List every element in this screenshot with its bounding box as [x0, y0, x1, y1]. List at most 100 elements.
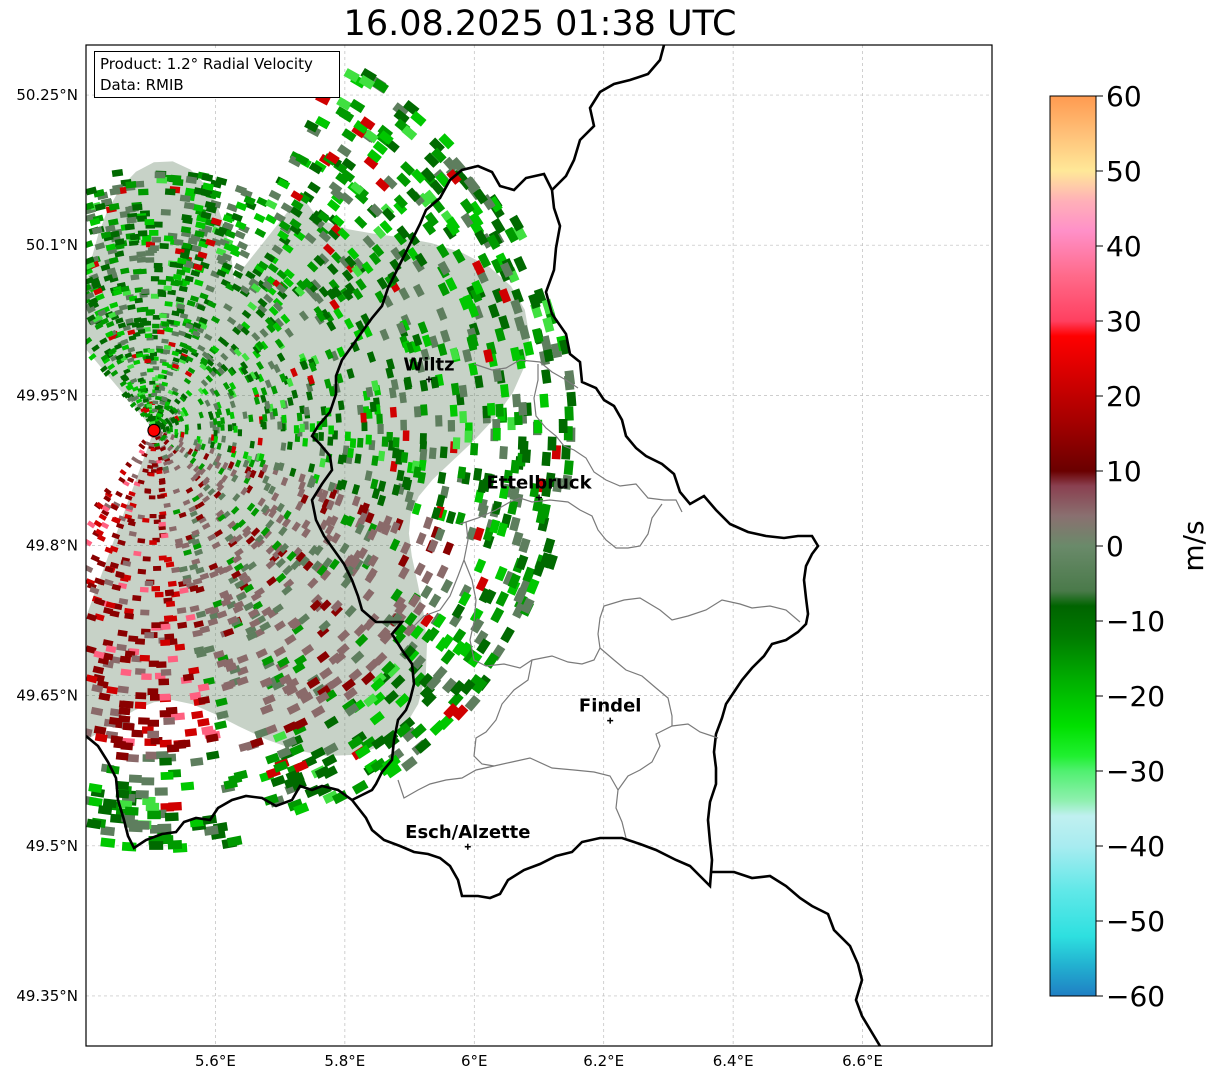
radar-pixel — [335, 373, 344, 384]
radar-pixel — [329, 299, 340, 311]
radar-pixel — [97, 805, 113, 816]
radar-pixel — [189, 347, 198, 355]
radar-pixel — [124, 612, 135, 620]
radar-pixel — [147, 688, 159, 696]
radar-pixel — [223, 564, 234, 574]
product-info-box: Product: 1.2° Radial Velocity Data: RMIB — [94, 51, 340, 98]
radar-pixel — [392, 437, 400, 448]
radar-pixel — [274, 338, 284, 349]
radar-pixel — [495, 590, 509, 607]
radar-pixel — [474, 229, 489, 246]
radar-pixel — [124, 223, 135, 231]
radar-pixel — [373, 651, 388, 666]
radar-pixel — [265, 752, 280, 765]
radar-pixel — [138, 449, 145, 455]
radar-pixel — [268, 305, 279, 316]
radar-pixel — [277, 656, 290, 668]
radar-pixel — [436, 243, 450, 259]
radar-pixel — [147, 730, 160, 739]
radar-pixel — [314, 487, 324, 498]
radar-pixel — [336, 346, 346, 358]
radar-pixel — [316, 564, 328, 577]
radar-pixel — [272, 297, 284, 308]
radar-pixel — [227, 615, 239, 625]
radar-pixel — [343, 687, 358, 701]
radar-pixel — [103, 274, 114, 282]
radar-pixel — [201, 388, 209, 396]
radar-pixel — [127, 329, 136, 336]
lon-tick-label: 5.6°E — [195, 1052, 236, 1070]
radar-pixel — [184, 275, 194, 283]
radar-pixel — [233, 600, 245, 610]
radar-pixel — [311, 705, 326, 718]
radar-pixel — [189, 295, 200, 303]
radar-pixel — [489, 519, 501, 534]
radar-pixel — [171, 310, 180, 317]
radar-pixel — [513, 587, 527, 604]
radar-pixel — [526, 578, 540, 595]
radar-pixel — [240, 321, 251, 331]
radar-pixel — [139, 654, 150, 662]
radar-pixel — [457, 466, 467, 480]
radar-pixel — [193, 263, 203, 271]
radar-pixel — [310, 279, 322, 291]
radar-pixel — [340, 514, 350, 526]
radar-pixel — [122, 560, 132, 567]
radar-pixel — [312, 160, 327, 173]
radar-pixel — [428, 447, 437, 460]
radar-pixel — [266, 576, 277, 587]
radar-pixel — [242, 411, 248, 420]
radar-pixel — [295, 153, 310, 166]
radar-pixel — [149, 230, 159, 236]
colorbar-tick-label: −40 — [1106, 830, 1165, 863]
radar-pixel — [439, 633, 454, 650]
radar-pixel — [287, 397, 294, 407]
radar-pixel — [251, 386, 259, 396]
radar-pixel — [139, 443, 146, 450]
radar-pixel — [194, 442, 201, 450]
radar-pixel — [274, 620, 286, 632]
radar-pixel — [125, 383, 133, 390]
radar-pixel — [125, 494, 133, 501]
radar-pixel — [158, 678, 170, 686]
radar-pixel — [322, 243, 336, 256]
radar-pixel — [214, 228, 226, 238]
radar-pixel — [260, 387, 268, 396]
radar-pixel — [362, 588, 375, 602]
radar-pixel — [143, 408, 150, 414]
radar-pixel — [282, 564, 294, 576]
radar-pixel — [147, 348, 155, 354]
radar-pixel — [115, 780, 130, 790]
radar-pixel — [127, 363, 135, 370]
radar-pixel — [439, 485, 450, 499]
radar-pixel — [131, 321, 140, 328]
radar-pixel — [265, 519, 275, 529]
radar-pixel — [114, 343, 123, 351]
radar-pixel — [227, 367, 236, 377]
radar-pixel — [302, 438, 309, 447]
radar-pixel — [167, 840, 183, 850]
radar-pixel — [92, 314, 102, 323]
radar-pixel — [458, 384, 468, 398]
canton-boundaries — [397, 359, 801, 839]
radar-pixel — [375, 520, 386, 533]
radar-pixel — [226, 835, 243, 847]
radar-pixel — [324, 515, 334, 527]
radar-pixel — [294, 654, 307, 667]
radar-pixel — [227, 520, 237, 529]
radar-pixel — [564, 370, 576, 386]
radar-pixel — [125, 461, 133, 469]
radar-pixel — [377, 626, 391, 641]
radar-pixel — [243, 195, 256, 206]
radar-pixel — [253, 396, 261, 405]
radar-pixel — [421, 570, 434, 585]
radar-pixel — [248, 414, 254, 423]
radar-pixel — [375, 177, 390, 192]
radar-pixel — [95, 528, 104, 537]
radar-pixel — [179, 252, 190, 260]
radar-pixel — [421, 334, 433, 348]
radar-pixel — [353, 623, 367, 637]
radar-pixel — [293, 802, 310, 816]
radar-pixel — [278, 220, 291, 232]
radar-pixel — [173, 464, 181, 471]
